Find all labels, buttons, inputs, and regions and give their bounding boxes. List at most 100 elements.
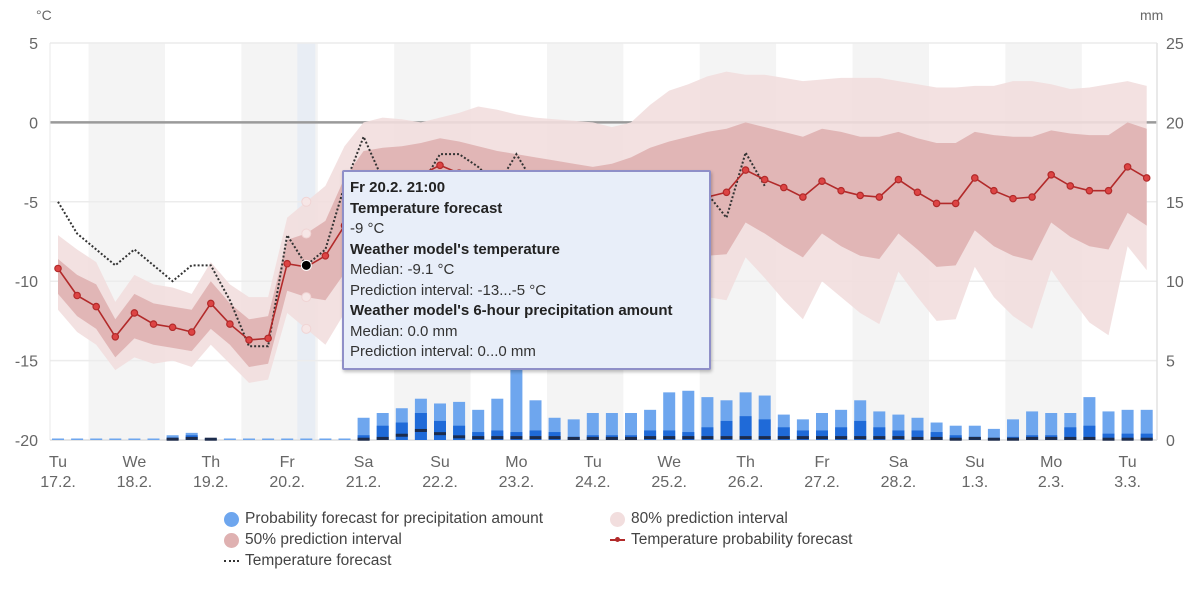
temperature-point[interactable] bbox=[264, 334, 272, 343]
precip-bar-marker[interactable] bbox=[395, 433, 408, 437]
precip-bar-marker[interactable] bbox=[472, 436, 485, 440]
precip-bar-marker[interactable] bbox=[758, 436, 771, 440]
temperature-point[interactable] bbox=[283, 259, 292, 268]
precip-bar-marker[interactable] bbox=[357, 437, 370, 441]
precip-bar-marker[interactable] bbox=[625, 436, 637, 440]
precip-bar-middle[interactable] bbox=[1140, 433, 1153, 440]
precip-bar-middle[interactable] bbox=[510, 432, 523, 440]
precip-bar-upper[interactable] bbox=[243, 438, 255, 441]
temperature-point[interactable] bbox=[1123, 163, 1132, 171]
precip-bar-marker[interactable] bbox=[739, 436, 752, 440]
precip-bar-middle[interactable] bbox=[739, 416, 752, 440]
precip-bar-middle[interactable] bbox=[1102, 433, 1115, 440]
temperature-point[interactable] bbox=[760, 175, 769, 184]
precip-bar-upper[interactable] bbox=[1140, 409, 1153, 440]
precip-bar-marker[interactable] bbox=[1102, 437, 1115, 441]
precip-bar-marker[interactable] bbox=[1083, 436, 1096, 440]
precip-bar-marker[interactable] bbox=[892, 436, 905, 440]
temperature-point[interactable] bbox=[1066, 182, 1075, 190]
precipitation-bars[interactable] bbox=[52, 368, 1153, 441]
precip-bar-upper[interactable] bbox=[586, 413, 599, 440]
precip-bar-marker[interactable] bbox=[777, 436, 790, 440]
interval-point[interactable] bbox=[301, 292, 312, 303]
temperature-point[interactable] bbox=[187, 328, 196, 336]
precip-bar-marker[interactable] bbox=[949, 437, 962, 441]
precip-bar-marker[interactable] bbox=[567, 436, 580, 440]
temperature-point[interactable] bbox=[722, 188, 731, 197]
precip-bar-middle[interactable] bbox=[644, 430, 657, 440]
precip-bar-middle[interactable] bbox=[357, 435, 370, 440]
precip-bar-marker[interactable] bbox=[548, 436, 561, 440]
precip-bar-upper[interactable] bbox=[166, 435, 179, 440]
precip-bar-marker[interactable] bbox=[644, 436, 657, 440]
temperature-point[interactable] bbox=[837, 186, 845, 195]
precip-bar-middle[interactable] bbox=[529, 430, 542, 440]
precip-bar-upper[interactable] bbox=[968, 425, 981, 440]
precip-bar-middle[interactable] bbox=[434, 420, 446, 440]
precip-bar-marker[interactable] bbox=[854, 436, 867, 440]
legend-item-median[interactable]: Temperature probability forecast bbox=[610, 531, 852, 549]
precip-bar-marker[interactable] bbox=[663, 436, 676, 440]
precip-bar-middle[interactable] bbox=[1064, 427, 1077, 440]
temperature-point[interactable] bbox=[990, 186, 998, 195]
precip-bar-middle[interactable] bbox=[949, 435, 962, 440]
precip-bar-middle[interactable] bbox=[720, 420, 733, 440]
precip-bar-marker[interactable] bbox=[816, 436, 828, 440]
precip-bar-upper[interactable] bbox=[510, 368, 523, 440]
temperature-point[interactable] bbox=[818, 177, 826, 185]
precip-bar-marker[interactable] bbox=[453, 435, 466, 439]
precip-bar-marker[interactable] bbox=[1007, 437, 1019, 441]
precip-bar-marker[interactable] bbox=[911, 436, 924, 440]
precip-bar-middle[interactable] bbox=[892, 430, 905, 440]
temperature-point[interactable] bbox=[436, 161, 444, 170]
precip-bar-upper[interactable] bbox=[1007, 419, 1019, 440]
precip-bar-upper[interactable] bbox=[1026, 411, 1039, 440]
precip-bar-upper[interactable] bbox=[147, 438, 160, 441]
precip-bar-upper[interactable] bbox=[223, 438, 236, 441]
temperature-point[interactable] bbox=[321, 251, 330, 260]
precip-bar-middle[interactable] bbox=[414, 413, 427, 440]
precip-bar-upper[interactable] bbox=[281, 438, 294, 441]
temperature-point[interactable] bbox=[111, 332, 120, 341]
precip-bar-marker[interactable] bbox=[796, 436, 809, 440]
interval-point[interactable] bbox=[301, 228, 312, 239]
precip-bar-marker[interactable] bbox=[682, 436, 695, 440]
precip-bar-upper[interactable] bbox=[300, 438, 313, 441]
temperature-point[interactable] bbox=[73, 291, 81, 300]
interval-point[interactable] bbox=[301, 323, 312, 334]
precip-bar-middle[interactable] bbox=[548, 432, 561, 440]
precip-bar-marker[interactable] bbox=[720, 436, 733, 440]
precip-bar-upper[interactable] bbox=[1045, 413, 1058, 440]
temperature-point[interactable] bbox=[207, 299, 215, 308]
precip-bar-marker[interactable] bbox=[510, 436, 523, 440]
precip-bar-upper[interactable] bbox=[262, 438, 275, 441]
temperature-point[interactable] bbox=[875, 193, 884, 201]
temperature-point[interactable] bbox=[894, 175, 903, 184]
precip-bar-upper[interactable] bbox=[663, 392, 676, 440]
legend-item-forecast[interactable]: Temperature forecast bbox=[224, 552, 391, 570]
precip-bar-marker[interactable] bbox=[1045, 436, 1058, 440]
precip-bar-marker[interactable] bbox=[1121, 437, 1134, 441]
precip-bar-upper[interactable] bbox=[52, 438, 64, 441]
precip-bar-marker[interactable] bbox=[1026, 436, 1039, 440]
precip-bar-upper[interactable] bbox=[567, 419, 580, 440]
precip-bar-middle[interactable] bbox=[930, 432, 943, 440]
precip-bar-middle[interactable] bbox=[911, 430, 924, 440]
temperature-point[interactable] bbox=[1085, 186, 1094, 195]
precip-bar-middle[interactable] bbox=[491, 430, 504, 440]
precip-bar-upper[interactable] bbox=[625, 413, 637, 440]
precip-bar-upper[interactable] bbox=[71, 438, 84, 441]
precip-bar-marker[interactable] bbox=[873, 436, 886, 440]
precip-bar-marker[interactable] bbox=[434, 432, 446, 436]
precip-bar-upper[interactable] bbox=[1102, 411, 1115, 440]
precip-bar-upper[interactable] bbox=[109, 438, 122, 441]
precip-bar-marker[interactable] bbox=[968, 436, 981, 440]
legend-item-interval-80[interactable]: 80% prediction interval bbox=[610, 510, 788, 528]
temperature-point[interactable] bbox=[779, 183, 788, 192]
precip-bar-middle[interactable] bbox=[1121, 433, 1134, 440]
temperature-point[interactable] bbox=[913, 188, 922, 197]
precip-bar-upper[interactable] bbox=[128, 438, 141, 441]
precip-bar-middle[interactable] bbox=[816, 430, 828, 440]
precip-bar-marker[interactable] bbox=[835, 436, 848, 440]
